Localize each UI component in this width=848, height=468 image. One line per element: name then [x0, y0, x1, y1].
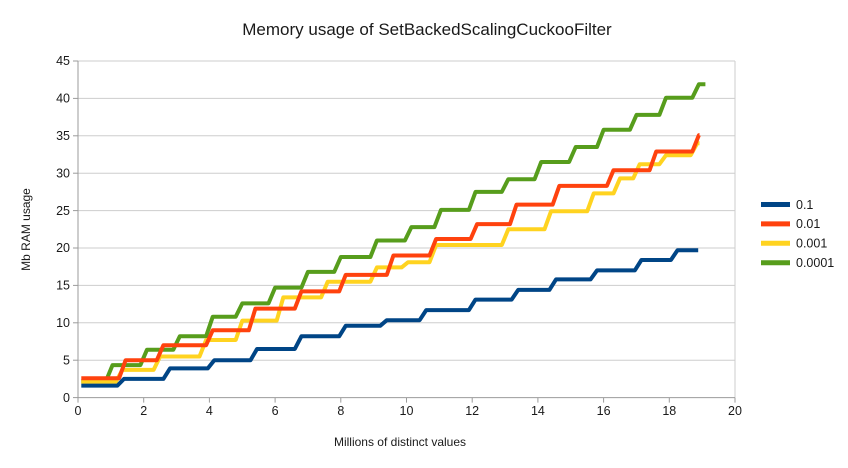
y-tick-label-40: 40 [56, 92, 70, 106]
x-tick-label-0: 0 [75, 404, 82, 418]
axes [73, 60, 736, 403]
y-tick-label-35: 35 [56, 129, 70, 143]
x-tick-label-2: 2 [140, 404, 147, 418]
legend-label-0.01: 0.01 [796, 217, 820, 231]
legend-item-0.1: 0.1 [761, 198, 813, 212]
y-tick-label-25: 25 [56, 204, 70, 218]
y-axis-title: Mb RAM usage [19, 188, 33, 271]
legend-label-0.001: 0.001 [796, 237, 827, 251]
x-tick-label-12: 12 [465, 404, 479, 418]
x-axis-title: Millions of distinct values [334, 435, 466, 449]
x-tick-label-14: 14 [531, 404, 545, 418]
x-tick-label-6: 6 [272, 404, 279, 418]
series-lines [81, 82, 706, 388]
legend-item-0.01: 0.01 [761, 217, 820, 231]
y-tick-label-5: 5 [63, 353, 70, 367]
series-line-0.1 [81, 248, 699, 388]
x-tick-label-18: 18 [662, 404, 676, 418]
y-axis-tick-labels: 0 5 10 15 20 25 30 35 40 45 [56, 54, 70, 405]
y-tick-label-30: 30 [56, 166, 70, 180]
y-tick-label-45: 45 [56, 54, 70, 68]
legend-item-0.0001: 0.0001 [761, 256, 834, 270]
x-axis-tick-labels: 0 2 4 6 8 10 12 14 16 18 20 [75, 404, 742, 418]
y-tick-label-10: 10 [56, 316, 70, 330]
legend-label-0.1: 0.1 [796, 198, 813, 212]
y-tick-label-15: 15 [56, 279, 70, 293]
x-tick-label-8: 8 [337, 404, 344, 418]
chart-title: Memory usage of SetBackedScalingCuckooFi… [242, 20, 612, 39]
series-line-0.01 [81, 133, 701, 381]
x-tick-label-20: 20 [728, 404, 742, 418]
x-tick-label-4: 4 [206, 404, 213, 418]
legend-item-0.001: 0.001 [761, 237, 827, 251]
x-tick-label-10: 10 [400, 404, 414, 418]
y-tick-label-20: 20 [56, 241, 70, 255]
legend-label-0.0001: 0.0001 [796, 256, 834, 270]
series-line-0.0001 [81, 82, 706, 384]
x-tick-label-16: 16 [597, 404, 611, 418]
gridlines [78, 60, 736, 398]
y-tick-label-0: 0 [63, 391, 70, 405]
legend: 0.1 0.01 0.001 0.0001 [761, 198, 834, 270]
